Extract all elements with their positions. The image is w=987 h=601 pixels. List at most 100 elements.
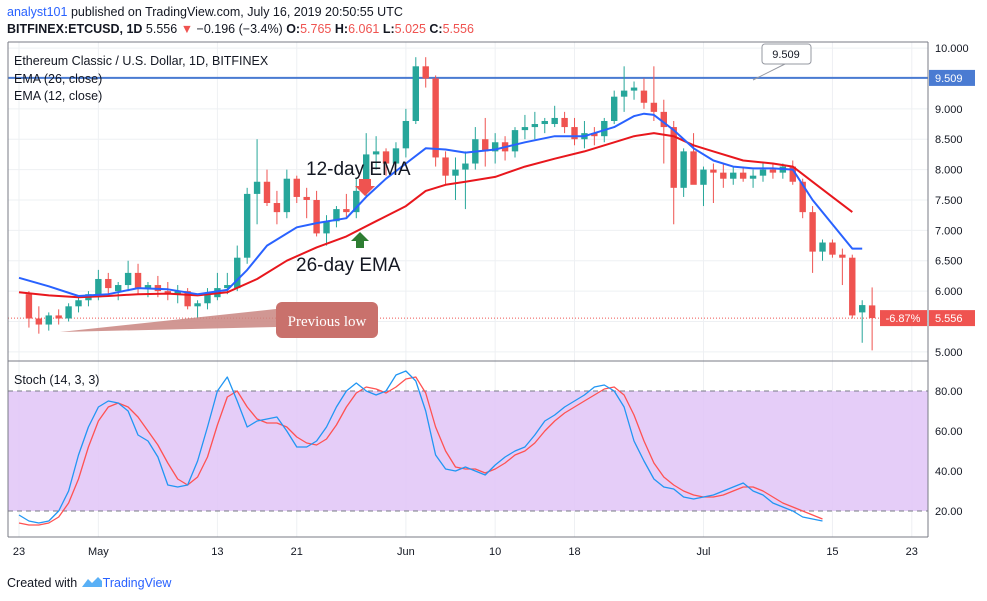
price-change: −0.196 (−3.4%) — [196, 22, 283, 36]
ema26-annotation: 26-day EMA — [296, 255, 401, 276]
candle-body — [25, 294, 33, 319]
last-price-badge — [929, 310, 975, 327]
ema12-line — [18, 112, 863, 297]
candle-body — [333, 209, 340, 222]
candle-body — [432, 78, 439, 158]
candle-body — [551, 117, 558, 125]
candle-body — [95, 278, 102, 298]
author-link[interactable]: analyst101 — [7, 5, 68, 19]
stoch-tick-label: 20.00 — [935, 506, 963, 518]
candle-body — [253, 181, 261, 194]
price-tick-label: 7.000 — [935, 225, 963, 237]
candle-body — [273, 203, 281, 213]
stoch-d-line — [18, 376, 823, 526]
stoch-band — [8, 391, 928, 511]
symbol-label: BITFINEX:ETCUSD, 1D — [7, 22, 143, 36]
time-tick-label: 21 — [291, 546, 303, 558]
candle-body — [829, 242, 836, 255]
stoch-tick-label: 80.00 — [935, 386, 963, 398]
candle-body — [571, 127, 578, 140]
candle-body — [204, 294, 211, 304]
previous-low-label: Previous low — [288, 314, 367, 330]
candle-body — [402, 120, 410, 149]
candle-body — [134, 272, 142, 289]
candle-body — [303, 196, 310, 200]
candle-body — [115, 285, 122, 292]
high-label: H: — [334, 22, 349, 36]
low-value: 5.025 — [394, 22, 426, 36]
time-tick-label: 15 — [826, 546, 838, 558]
candle-body — [442, 157, 449, 176]
price-tick-label: 8.500 — [935, 134, 963, 146]
low-label: L: — [382, 22, 395, 36]
candle-body — [720, 172, 727, 179]
candle-body — [452, 169, 459, 176]
candle-body — [45, 315, 52, 325]
candle-body — [769, 169, 777, 173]
legend-ema12: EMA (12, close) — [14, 89, 102, 103]
candle-body — [849, 257, 856, 316]
candle-body — [174, 291, 181, 295]
candle-body — [55, 315, 62, 319]
price-tick-label: 7.500 — [935, 195, 963, 207]
candle-body — [799, 181, 806, 213]
high-value: 6.061 — [348, 22, 380, 36]
candle-body — [422, 66, 429, 79]
tradingview-brand[interactable]: TradingView — [102, 576, 172, 590]
candle-body — [710, 169, 717, 173]
ema12-annotation: 12-day EMA — [306, 159, 411, 180]
candle-body — [511, 130, 519, 152]
candle-body — [611, 96, 618, 121]
candle-body — [105, 278, 112, 289]
up-arrow-icon — [351, 232, 369, 248]
candle-body — [313, 199, 320, 234]
candle-body — [382, 151, 390, 164]
time-tick-label: Jun — [397, 546, 415, 558]
candle-body — [759, 169, 767, 176]
publish-text: published on TradingView.com, July 16, 2… — [67, 5, 403, 19]
down-arrow-icon — [355, 179, 375, 196]
stoch-k-line — [18, 370, 823, 524]
created-with-text: Created with — [7, 576, 78, 590]
candle-body — [859, 305, 866, 313]
footer: Created with TradingView — [7, 576, 171, 590]
price-tick-label: 5.000 — [935, 347, 963, 359]
pct-change-badge-text: -6.87% — [886, 313, 921, 325]
candle-body — [561, 117, 568, 128]
candle-body — [680, 151, 687, 188]
last-price: 5.556 — [145, 22, 178, 36]
time-tick-label: Jul — [696, 546, 710, 558]
candle-body — [184, 291, 191, 307]
candle-body — [620, 90, 628, 97]
candle-body — [789, 166, 796, 182]
candle-body — [392, 148, 400, 164]
candle-body — [124, 272, 132, 286]
candle-body — [809, 212, 816, 252]
close-label: C: — [429, 22, 443, 36]
candle-body — [323, 221, 330, 234]
ema26-line — [18, 132, 853, 299]
level-price-badge — [929, 69, 975, 86]
candle-body — [243, 193, 251, 258]
candle-body — [670, 127, 677, 188]
level-callout-text: 9.509 — [772, 49, 800, 61]
down-arrow-icon: ▼ — [180, 22, 194, 36]
candle-body — [531, 124, 539, 128]
candle-body — [630, 87, 638, 91]
price-tick-label: 6.500 — [935, 256, 963, 268]
previous-low-wedge — [60, 309, 276, 332]
candle-body — [819, 242, 826, 252]
candle-body — [660, 111, 667, 128]
candle-body — [640, 90, 648, 103]
time-tick-label: 10 — [489, 546, 501, 558]
candle-body — [343, 209, 350, 213]
candle-body — [353, 190, 360, 213]
candle-body — [591, 133, 598, 137]
candle-body — [730, 172, 737, 179]
time-tick-label: 13 — [211, 546, 223, 558]
candle-body — [283, 178, 291, 213]
candle-body — [700, 169, 707, 185]
candle-body — [194, 303, 201, 307]
level-callout-box — [761, 43, 812, 65]
